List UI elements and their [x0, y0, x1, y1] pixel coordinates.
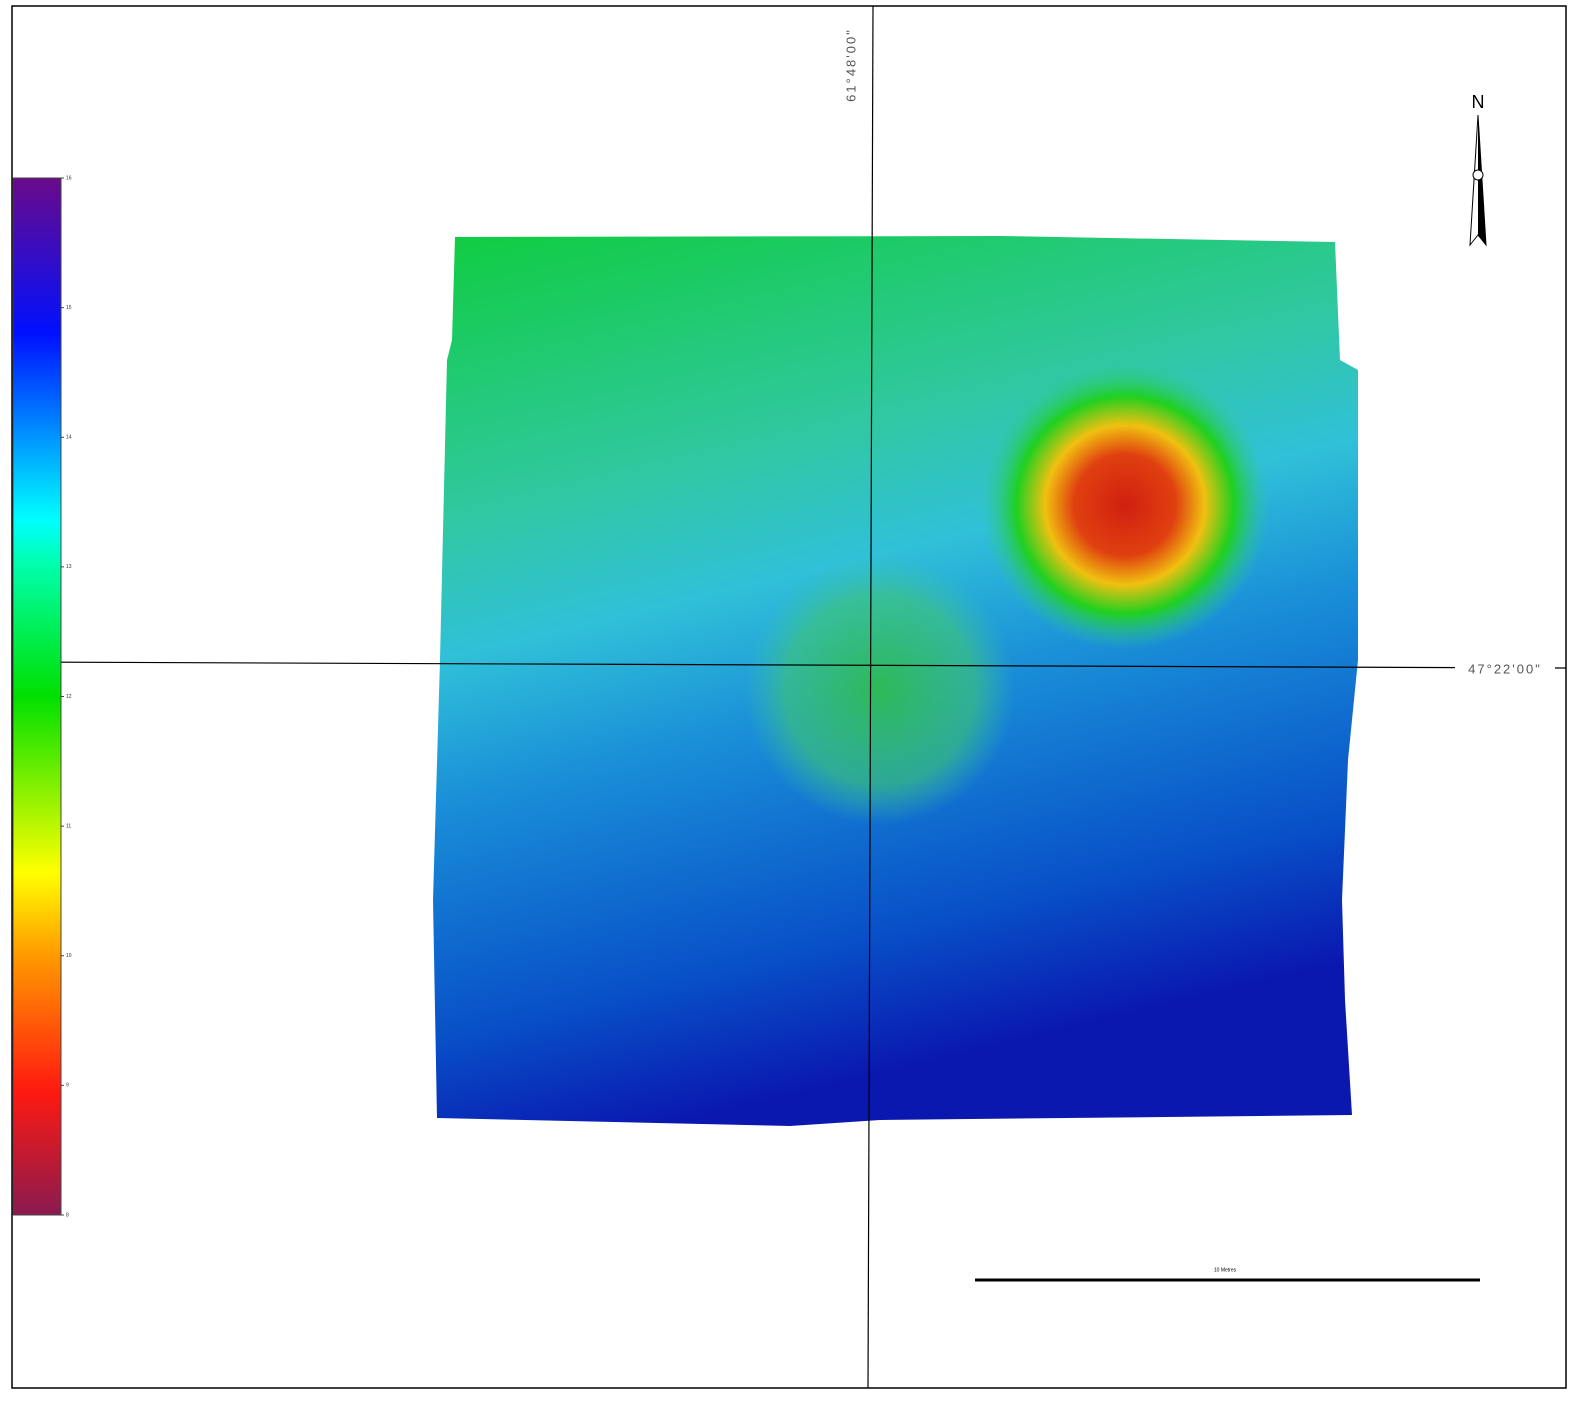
colorbar-tick-label: 13	[66, 564, 72, 570]
colorbar-tick-label: 14	[66, 435, 72, 441]
map-view: 61°48'00" 47°22'00" N 10 Metres 8 9 10 11 12…	[0, 0, 1586, 1404]
colorbar-tick-label: 15	[66, 305, 72, 311]
colorbar-tick-label: 12	[66, 694, 72, 700]
survey-surface	[433, 236, 1358, 1126]
colorbar-tick-label: 8	[66, 1212, 69, 1218]
scale-bar: 10 Metres	[975, 1267, 1480, 1280]
longitude-label: 61°48'00"	[843, 28, 858, 102]
colorbar	[13, 178, 61, 1215]
colorbar-tick-label: 11	[66, 823, 71, 829]
colorbar-tick-label: 9	[66, 1083, 69, 1089]
scale-bar-label: 10 Metres	[1214, 1267, 1237, 1273]
colorbar-tick-label: 10	[66, 953, 72, 959]
colorbar-tick-label: 16	[66, 175, 72, 181]
north-arrow: N	[1470, 92, 1486, 245]
latitude-label: 47°22'00"	[1468, 661, 1542, 676]
north-label: N	[1472, 92, 1485, 112]
